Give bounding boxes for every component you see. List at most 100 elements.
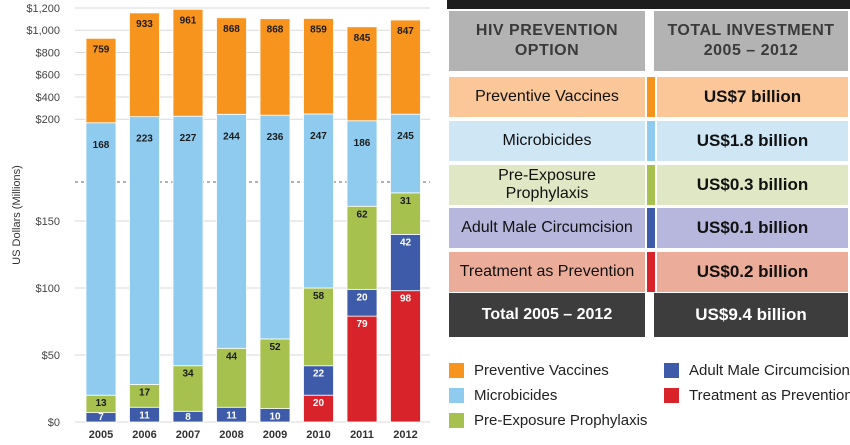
bar-value-label: 10: [269, 412, 281, 423]
bar-value-label: 168: [93, 140, 110, 151]
row-treatment-option: Treatment as Prevention: [449, 252, 645, 292]
y-tick-label: $200: [36, 114, 60, 126]
bar-value-label: 98: [400, 294, 412, 305]
bar-microbicides: [172, 115, 204, 367]
bar-value-label: 236: [267, 132, 284, 143]
y-ticks-lower: $150 $100 $50 $0: [36, 216, 60, 429]
bar-prep: [303, 287, 334, 367]
x-tick-label: 2008: [219, 429, 243, 441]
bar-circumcision: [390, 233, 421, 292]
y-tick-label: $0: [48, 417, 60, 429]
legend-label-microbicides: Microbicides: [474, 387, 558, 404]
bar-value-label: 8: [185, 412, 191, 423]
bar-microbicides: [303, 113, 334, 289]
legend-swatch-treatment: [664, 388, 679, 403]
row-prep-value: US$0.3 billion: [657, 165, 848, 205]
bar-microbicides: [346, 120, 378, 207]
y-tick-label: $1,000: [26, 25, 60, 37]
legend-swatch-microbicides: [449, 388, 464, 403]
y-tick-label: $100: [36, 283, 60, 295]
bar-value-label: 20: [313, 398, 325, 409]
legend-label-treatment: Treatment as Prevention: [689, 387, 850, 404]
bar-vaccines: [303, 18, 334, 115]
legend-swatch-vaccines: [449, 363, 464, 378]
legend-item-circumcision: Adult Male Circumcision: [664, 362, 850, 379]
bar-treatment: [390, 290, 421, 423]
legend-label-circumcision: Adult Male Circumcision: [689, 362, 850, 379]
bar-value-label: 79: [356, 319, 368, 330]
bar-value-label: 58: [313, 291, 325, 302]
y-axis-label: US Dollars (Millions): [11, 165, 23, 265]
bar-treatment: [346, 315, 378, 423]
bar-value-label: 31: [400, 196, 412, 207]
y-tick-label: $400: [36, 92, 60, 104]
bar-value-label: 227: [180, 133, 197, 144]
bar-vaccines: [216, 17, 247, 115]
bar-prep: [346, 205, 378, 290]
header-option: HIV PREVENTION OPTION: [449, 11, 645, 71]
bar-value-label: 759: [93, 44, 110, 55]
bar-labels: 7 13 168 759 11 17 223 933 8 34 227 961 11 44 244 868 10…: [93, 15, 415, 423]
bar-value-label: 847: [397, 26, 414, 37]
legend-item-prep: Pre-Exposure Prophylaxis: [449, 412, 647, 429]
row-circumcision-option: Adult Male Circumcision: [449, 208, 645, 248]
bar-value-label: 62: [356, 209, 368, 220]
table-top-bar: [447, 0, 850, 9]
bar-microbicides: [85, 122, 117, 396]
bar-value-label: 933: [136, 19, 153, 30]
bar-value-label: 17: [139, 387, 151, 398]
bar-value-label: 34: [182, 369, 194, 380]
bar-value-label: 244: [223, 131, 240, 142]
y-tick-label: $1,200: [26, 3, 60, 15]
legend-swatch-circumcision: [664, 363, 679, 378]
investment-table: HIV PREVENTION OPTION TOTAL INVESTMENT 2…: [447, 0, 850, 340]
bar-value-label: 868: [223, 24, 240, 35]
x-tick-label: 2007: [176, 429, 200, 441]
bar-prep: [390, 192, 421, 235]
bar-value-label: 247: [310, 131, 327, 142]
bar-microbicides: [129, 116, 160, 385]
bar-value-label: 868: [267, 25, 284, 36]
row-vaccines-strip: [647, 77, 655, 117]
row-prep-option: Pre-Exposure Prophylaxis: [449, 165, 645, 205]
header-investment: TOTAL INVESTMENT 2005 – 2012: [654, 11, 848, 71]
bar-value-label: 22: [313, 369, 325, 380]
row-circumcision-value: US$0.1 billion: [657, 208, 848, 248]
legend-label-prep: Pre-Exposure Prophylaxis: [474, 412, 648, 429]
y-tick-label: $150: [36, 216, 60, 228]
bar-vaccines: [390, 19, 421, 115]
bar-microbicides: [259, 114, 291, 340]
row-treatment-value: US$0.2 billion: [657, 252, 848, 292]
row-microbicides-option: Microbicides: [449, 121, 645, 161]
bars: [85, 8, 421, 423]
bar-value-label: 44: [226, 351, 238, 362]
total-option: Total 2005 – 2012: [449, 293, 645, 337]
legend-item-microbicides: Microbicides: [449, 387, 557, 404]
bar-vaccines: [172, 8, 204, 117]
x-tick-labels: 2005 2006 2007 2008 2009 2010 2011 2012: [89, 429, 418, 441]
x-tick-label: 2009: [263, 429, 287, 441]
bar-value-label: 13: [95, 398, 107, 409]
x-tick-label: 2010: [306, 429, 330, 441]
bar-value-label: 7: [98, 412, 104, 423]
bar-circumcision: [303, 365, 334, 396]
total-value: US$9.4 billion: [654, 293, 848, 337]
stacked-bar-chart: US Dollars (Millions) $1,200 $1,000 $800 $6…: [11, 3, 430, 441]
bar-vaccines: [85, 37, 117, 124]
legend: Preventive Vaccines Microbicides Pre-Exp…: [447, 358, 850, 445]
x-tick-label: 2012: [393, 429, 417, 441]
bar-value-label: 223: [136, 134, 153, 145]
bar-prep: [259, 338, 291, 410]
row-microbicides-value: US$1.8 billion: [657, 121, 848, 161]
legend-item-vaccines: Preventive Vaccines: [449, 362, 609, 379]
legend-swatch-prep: [449, 413, 464, 428]
x-tick-label: 2006: [132, 429, 156, 441]
bar-value-label: 52: [269, 342, 281, 353]
y-ticks-upper: $1,200 $1,000 $800 $600 $400 $200: [26, 3, 60, 126]
bar-value-label: 245: [397, 131, 414, 142]
bar-vaccines: [129, 12, 160, 118]
bar-vaccines: [259, 18, 291, 116]
bar-value-label: 42: [400, 237, 412, 248]
bar-value-label: 186: [354, 138, 371, 149]
legend-item-treatment: Treatment as Prevention*: [664, 387, 850, 404]
